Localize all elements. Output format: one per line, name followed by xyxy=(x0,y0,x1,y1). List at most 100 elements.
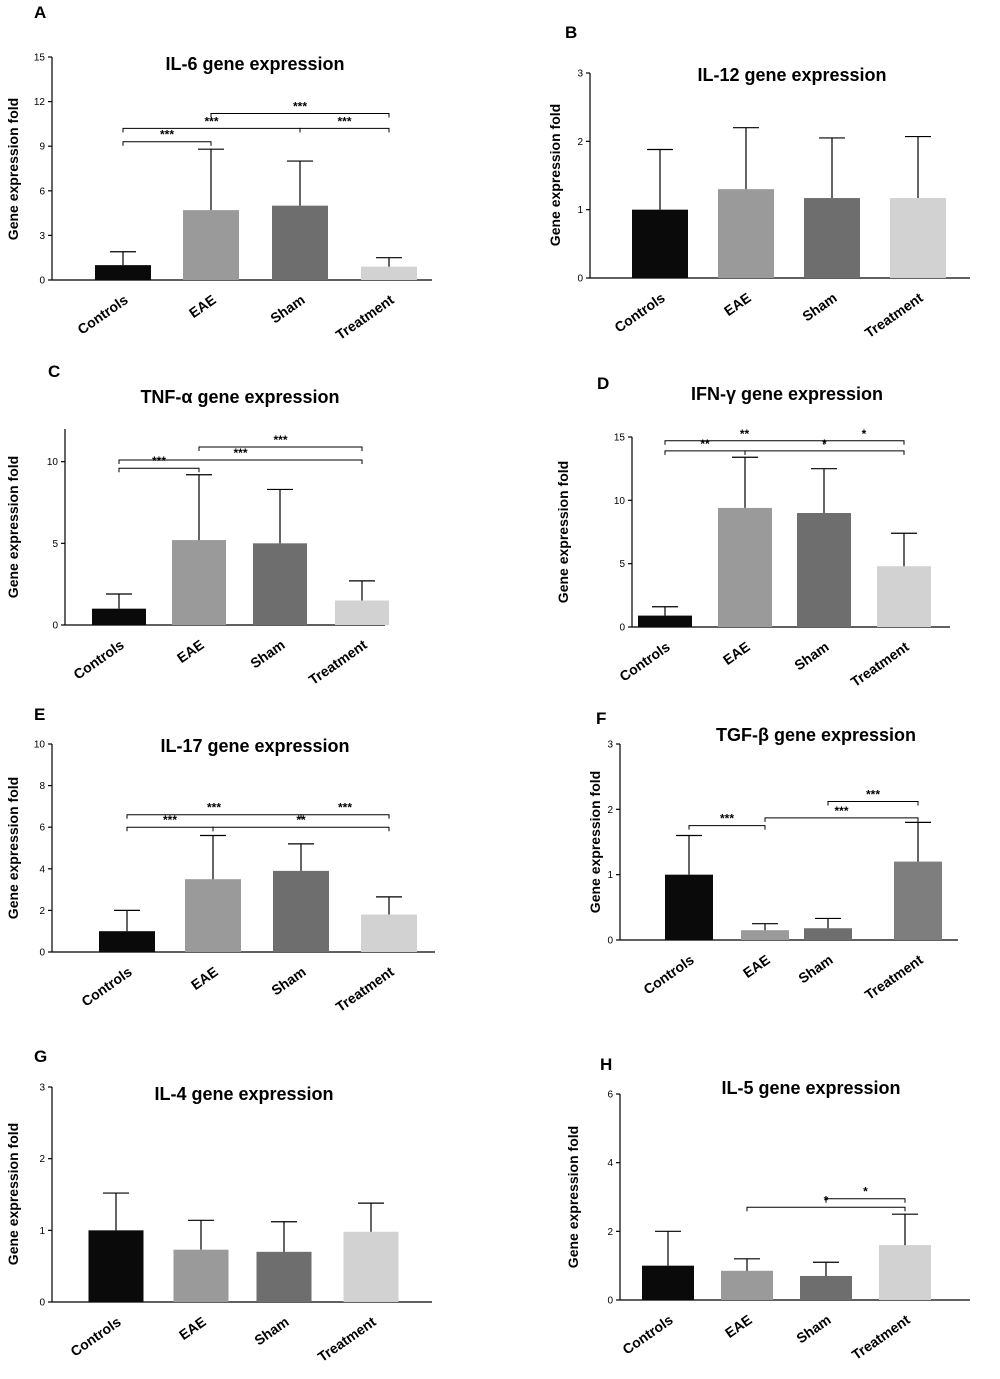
significance-label: *** xyxy=(338,801,352,815)
x-tick-label: Sham xyxy=(267,291,307,326)
significance-label: * xyxy=(863,1185,868,1199)
x-tick-label: Treatment xyxy=(333,291,397,343)
error-bar xyxy=(200,834,226,880)
significance-bracket xyxy=(118,467,200,473)
y-axis-label: Gene expression fold xyxy=(5,1123,21,1265)
y-tick-label: 12 xyxy=(34,97,46,108)
significance-bracket xyxy=(122,127,301,133)
panel-h: H IL-5 gene expression Gene expression fol… xyxy=(565,1055,970,1363)
error-bar xyxy=(734,1258,760,1271)
significance-bracket xyxy=(118,459,363,465)
y-tick-label: 3 xyxy=(607,740,613,751)
bar-treatment xyxy=(877,566,931,627)
significance-label: *** xyxy=(152,454,166,468)
error-bar xyxy=(376,896,402,915)
bar-treatment xyxy=(361,266,417,280)
x-tick-label: Sham xyxy=(799,289,839,324)
y-tick-label: 1 xyxy=(577,205,583,216)
significance-bracket xyxy=(300,814,390,819)
bar-sham xyxy=(804,198,860,278)
error-bar xyxy=(186,474,212,541)
y-tick-label: 6 xyxy=(607,1090,613,1101)
y-tick-label: 15 xyxy=(34,53,46,64)
x-tick-label: Treatment xyxy=(862,951,926,1003)
bar-eae xyxy=(173,1249,229,1302)
x-tick-label: EAE xyxy=(722,1311,755,1341)
error-bar xyxy=(358,1202,384,1232)
significance-label: *** xyxy=(337,114,351,128)
significance-bracket xyxy=(212,826,390,832)
error-bar xyxy=(733,127,759,190)
bar-eae xyxy=(718,507,772,627)
x-tick-label: Treatment xyxy=(849,1311,913,1363)
bar-sham xyxy=(800,1275,852,1300)
x-tick-label: EAE xyxy=(186,291,219,321)
significance-bracket xyxy=(825,1198,906,1203)
error-bar xyxy=(905,135,931,199)
x-tick-label: EAE xyxy=(720,638,753,668)
significance-label: * xyxy=(822,437,827,451)
x-tick-label: Controls xyxy=(78,963,134,1009)
error-bar xyxy=(198,148,224,211)
significance-label: *** xyxy=(273,433,287,447)
x-tick-label: Treatment xyxy=(333,963,397,1015)
error-bar xyxy=(652,606,678,616)
significance-label: *** xyxy=(207,801,221,815)
y-tick-label: 0 xyxy=(607,1296,613,1307)
y-tick-label: 0 xyxy=(577,274,583,285)
y-tick-label: 1 xyxy=(39,1226,45,1237)
panel-letter: E xyxy=(34,705,45,724)
significance-bracket xyxy=(764,817,919,822)
bar-eae xyxy=(183,210,239,280)
x-tick-label: Controls xyxy=(70,636,126,682)
y-tick-label: 6 xyxy=(39,186,45,197)
y-tick-label: 15 xyxy=(614,433,626,444)
y-tick-label: 10 xyxy=(47,457,59,468)
bar-treatment xyxy=(894,861,942,940)
panel-letter: D xyxy=(597,374,609,393)
chart-title: IL-6 gene expression xyxy=(165,54,344,74)
x-tick-label: Treatment xyxy=(848,638,912,690)
error-bar xyxy=(655,1230,681,1266)
panel-letter: G xyxy=(34,1047,47,1066)
x-tick-label: Sham xyxy=(251,1313,291,1348)
y-axis-label: Gene expression fold xyxy=(547,104,563,246)
y-axis-label: Gene expression fold xyxy=(5,456,21,598)
y-tick-label: 2 xyxy=(39,1154,45,1165)
bar-controls xyxy=(665,874,713,940)
significance-bracket xyxy=(126,814,302,819)
chart-title: TGF-β gene expression xyxy=(716,725,916,745)
significance-bracket xyxy=(746,1206,906,1212)
significance-bracket xyxy=(198,446,363,451)
error-bar xyxy=(349,580,375,601)
y-tick-label: 0 xyxy=(39,1298,45,1309)
error-bar xyxy=(892,1213,918,1246)
error-bar xyxy=(287,160,313,206)
x-tick-label: EAE xyxy=(188,963,221,993)
significance-label: ** xyxy=(740,427,750,441)
panel-f: F TGF-β gene expression Gene expression fo… xyxy=(587,709,958,1003)
significance-label: * xyxy=(862,427,867,441)
significance-bracket xyxy=(126,826,214,832)
y-tick-label: 2 xyxy=(607,1227,613,1238)
significance-label: *** xyxy=(204,114,218,128)
y-tick-label: 5 xyxy=(52,539,58,550)
y-tick-label: 4 xyxy=(39,864,45,875)
x-tick-label: Controls xyxy=(67,1313,123,1359)
significance-bracket xyxy=(210,112,390,118)
x-tick-label: Sham xyxy=(795,951,835,986)
y-axis-label: Gene expression fold xyxy=(5,98,21,240)
panel-a: A IL-6 gene expression Gene expression fol… xyxy=(5,3,432,343)
significance-bracket xyxy=(688,825,766,830)
x-tick-label: Controls xyxy=(74,291,130,337)
chart-title: IL-5 gene expression xyxy=(721,1078,900,1098)
y-axis-label: Gene expression fold xyxy=(587,771,603,913)
x-tick-label: EAE xyxy=(174,636,207,666)
y-tick-label: 6 xyxy=(39,823,45,834)
error-bar xyxy=(647,148,673,210)
bar-controls xyxy=(99,931,155,952)
error-bar xyxy=(103,1192,129,1231)
bar-controls xyxy=(95,265,151,280)
x-tick-label: EAE xyxy=(721,289,754,319)
error-bar xyxy=(891,532,917,567)
